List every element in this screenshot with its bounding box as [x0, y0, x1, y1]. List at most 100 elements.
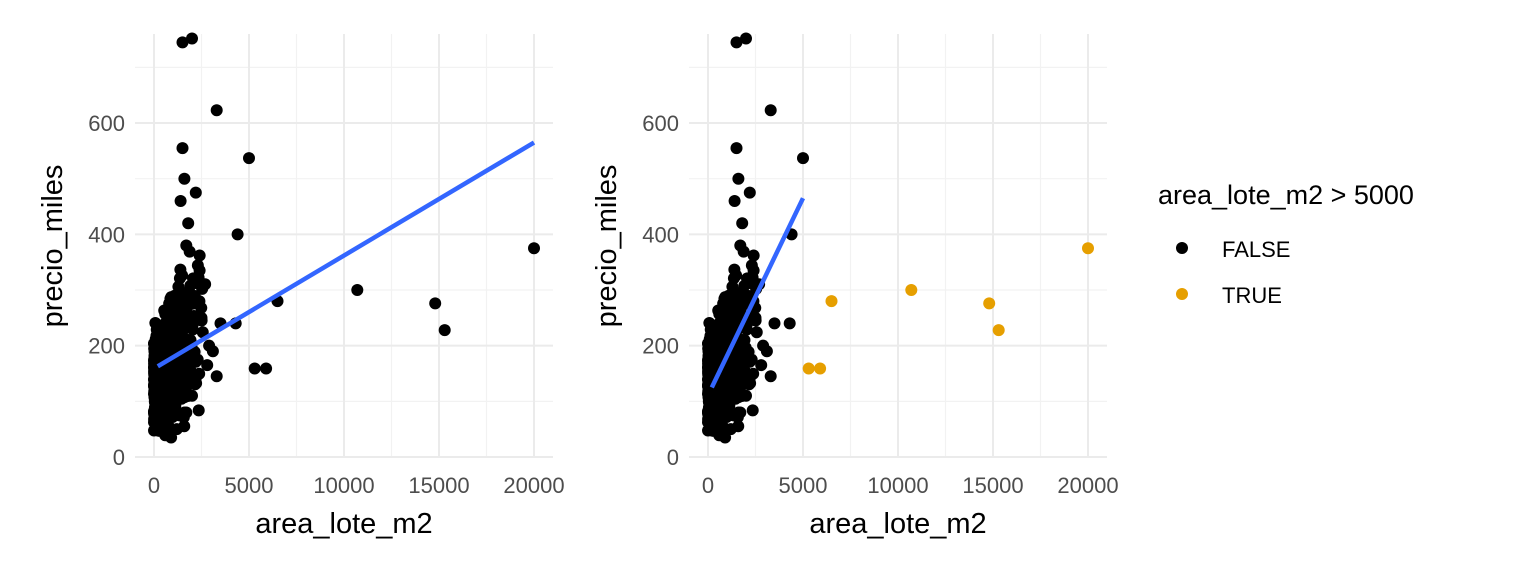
x-tick-label: 5000 — [225, 473, 274, 498]
data-point-false — [730, 36, 743, 49]
data-point — [725, 325, 738, 338]
data-point — [730, 269, 743, 282]
x-tick-label: 10000 — [313, 473, 374, 498]
data-point-true — [814, 362, 827, 375]
data-point — [176, 269, 189, 282]
data-point — [746, 404, 759, 417]
data-point — [163, 334, 176, 347]
data-point — [717, 334, 730, 347]
data-point — [702, 392, 715, 405]
data-point — [738, 365, 751, 378]
data-point — [148, 392, 161, 405]
trend-line — [709, 197, 806, 389]
data-point — [203, 339, 216, 352]
data-point-false — [764, 370, 777, 383]
data-point-true — [802, 362, 815, 375]
legend: area_lote_m2 > 5000 FALSE TRUE — [1158, 180, 1414, 308]
data-point-true — [983, 297, 996, 310]
y-tick-label: 400 — [642, 222, 679, 247]
data-point — [260, 362, 273, 375]
data-point-false — [755, 359, 768, 372]
data-point — [148, 378, 161, 391]
data-point — [161, 428, 174, 441]
data-point — [171, 325, 184, 338]
data-point-false — [730, 142, 743, 155]
data-point — [186, 389, 198, 402]
data-point-false — [783, 317, 796, 330]
data-point-true — [905, 284, 918, 297]
data-point — [747, 249, 760, 262]
data-point — [186, 32, 198, 45]
legend-key-false — [1176, 242, 1188, 254]
data-point — [176, 36, 189, 49]
data-point-false — [736, 217, 749, 230]
data-point — [189, 186, 202, 199]
data-point — [182, 217, 195, 230]
data-point — [195, 301, 208, 314]
y-tick-label: 400 — [88, 222, 125, 247]
data-point — [750, 326, 763, 339]
x-tick-label: 15000 — [408, 473, 469, 498]
data-point — [718, 383, 731, 396]
data-point — [164, 383, 177, 396]
legend-key-true — [1176, 288, 1188, 300]
data-point — [429, 297, 442, 310]
data-point — [729, 301, 742, 314]
data-point — [740, 323, 753, 336]
data-point — [231, 228, 244, 241]
data-point — [174, 194, 187, 207]
data-point-false — [740, 389, 752, 402]
y-tick-label: 0 — [113, 445, 125, 470]
data-point — [210, 370, 223, 383]
data-point — [210, 104, 223, 117]
data-point — [153, 325, 166, 338]
y-axis-title: precio_miles — [37, 165, 69, 328]
data-point-false — [740, 32, 752, 45]
data-point — [702, 405, 715, 418]
data-point — [170, 423, 183, 436]
data-point — [706, 334, 719, 347]
data-point — [186, 323, 199, 336]
trend-line — [156, 140, 536, 369]
data-point — [159, 419, 172, 432]
data-point — [713, 419, 726, 432]
panel-right: 0 5000 10000 15000 20000 0 200 400 600 area_lote… — [591, 32, 1119, 540]
x-tick-label: 0 — [148, 473, 160, 498]
data-point — [193, 264, 206, 277]
data-point — [716, 312, 729, 325]
legend-title: area_lote_m2 > 5000 — [1158, 180, 1414, 210]
data-point — [702, 370, 715, 383]
data-point — [152, 334, 165, 347]
data-point-true — [1082, 242, 1094, 255]
x-axis-title: area_lote_m2 — [255, 508, 432, 540]
data-point — [528, 242, 540, 255]
data-point — [148, 405, 161, 418]
legend-label-true: TRUE — [1222, 283, 1282, 308]
data-point — [243, 152, 255, 165]
data-point-false — [764, 104, 777, 117]
x-tick-label: 5000 — [779, 473, 828, 498]
data-point — [184, 365, 197, 378]
data-point-false — [743, 186, 756, 199]
y-tick-label: 200 — [642, 334, 679, 359]
data-point — [723, 401, 736, 414]
data-point — [718, 292, 731, 305]
data-point-true — [825, 295, 838, 308]
data-point — [195, 311, 208, 324]
data-point — [192, 404, 205, 417]
data-point-false — [749, 311, 762, 324]
x-axis-title: area_lote_m2 — [809, 508, 986, 540]
data-point-false — [734, 239, 747, 252]
data-point — [186, 290, 199, 303]
data-point — [175, 301, 188, 314]
data-point — [180, 239, 193, 252]
x-tick-label: 15000 — [962, 473, 1023, 498]
x-tick-label: 10000 — [867, 473, 928, 498]
data-point — [351, 284, 364, 297]
panel-left: 0 5000 10000 15000 20000 0 200 400 600 area_lote… — [37, 32, 565, 540]
y-tick-label: 0 — [667, 445, 679, 470]
data-point — [162, 312, 175, 325]
data-point-false — [768, 317, 781, 330]
data-point — [178, 172, 191, 185]
data-point-false — [728, 194, 741, 207]
